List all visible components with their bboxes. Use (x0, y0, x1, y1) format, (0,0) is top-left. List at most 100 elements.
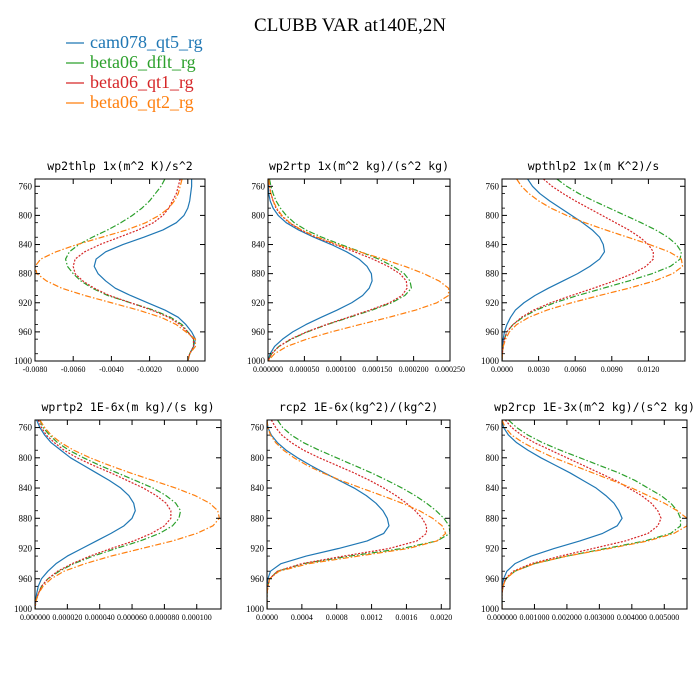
panel-1: wp2rtp 1x(m^2 kg)/(s^2 kg)760 800 840 880 92… (247, 159, 465, 374)
panels: wp2thlp 1x(m^2 K)/s^2 760 800 840 880 920 960 1… (14, 159, 695, 622)
xtick-label-5-3: 0.003000 (584, 613, 614, 622)
xtick-label-0-1: -0.0060 (61, 365, 86, 374)
legend-label-2: beta06_qt1_rg (90, 72, 194, 92)
ytick-label-1-2: 840 (252, 240, 266, 250)
xtick-label-4-1: 0.0004 (291, 613, 313, 622)
xtick-label-0-3: -0.0020 (137, 365, 162, 374)
ytick-label-3-4: 920 (19, 544, 33, 554)
ytick-label-5-2: 840 (486, 483, 500, 493)
xtick-label-1-0: 0.000000 (253, 365, 283, 374)
series-line-0-0 (93, 179, 197, 361)
ytick-label-5-5: 960 (486, 574, 500, 584)
series-group-1 (268, 179, 450, 361)
ytick-label-4-4: 920 (251, 544, 265, 554)
series-line-4-3 (267, 420, 447, 609)
xtick-label-4-4: 0.0016 (395, 613, 417, 622)
figure-title: CLUBB VAR at140E,2N (254, 15, 446, 36)
panel-title-4: rcp2 1E-6x(kg^2)/(kg^2) (279, 400, 438, 414)
ytick-label-1-5: 960 (252, 327, 266, 337)
series-line-4-0 (267, 420, 390, 609)
panel-title-0: wp2thlp 1x(m^2 K)/s^2 (47, 159, 192, 173)
panel-2: wpthlp2 1x(m K^2)/s 760 800 840 880 920 960 100… (481, 159, 686, 374)
series-line-4-2 (267, 420, 428, 609)
xtick-label-4-3: 0.0012 (361, 613, 383, 622)
panel-3: wprtp2 1E-6x(m kg)/(s kg) 760 800 840 880 920… (14, 400, 222, 622)
ytick-label-0-2: 840 (19, 240, 33, 250)
series-line-3-0 (35, 420, 136, 609)
ytick-label-1-0: 760 (252, 181, 266, 191)
series-line-2-3 (502, 179, 684, 361)
panel-frame-3 (34, 419, 222, 610)
ytick-label-0-4: 920 (19, 298, 33, 308)
series-line-1-1 (268, 179, 413, 361)
ytick-label-2-2: 840 (486, 240, 500, 250)
ytick-label-4-1: 800 (251, 453, 265, 463)
series-line-2-2 (502, 179, 654, 361)
ytick-label-4-3: 880 (251, 513, 265, 523)
ytick-label-3-3: 880 (19, 513, 33, 523)
ytick-label-3-1: 800 (19, 453, 33, 463)
xtick-label-2-0: 0.0000 (491, 365, 513, 374)
ytick-label-4-0: 760 (251, 423, 265, 433)
legend-label-3: beta06_qt2_rg (90, 92, 194, 112)
series-line-5-3 (502, 420, 687, 609)
panel-frame-4 (266, 419, 451, 610)
ytick-label-0-3: 880 (19, 269, 33, 279)
series-line-1-3 (268, 179, 450, 361)
xtick-label-3-5: 0.000100 (182, 613, 212, 622)
series-group-2 (502, 179, 684, 361)
ytick-label-1-4: 920 (252, 298, 266, 308)
xtick-label-3-1: 0.000020 (52, 613, 82, 622)
series-line-2-1 (502, 179, 682, 361)
xtick-label-4-0: 0.0000 (256, 613, 278, 622)
ytick-label-2-0: 760 (486, 181, 500, 191)
panel-0: wp2thlp 1x(m^2 K)/s^2 760 800 840 880 920 960 1… (14, 159, 206, 374)
xtick-label-2-4: 0.0120 (637, 365, 659, 374)
xtick-label-1-2: 0.000100 (326, 365, 356, 374)
ytick-label-4-6: 1000 (246, 604, 265, 614)
ytick-label-2-1: 800 (486, 210, 500, 220)
xtick-label-1-1: 0.000050 (289, 365, 319, 374)
panel-title-2: wpthlp2 1x(m K^2)/s (528, 159, 660, 173)
panel-title-5: wp2rcp 1E-3x(m^2 kg)/(s^2 kg) (494, 400, 695, 414)
ytick-label-1-6: 1000 (247, 356, 266, 366)
ytick-label-3-2: 840 (19, 483, 33, 493)
ytick-label-3-6: 1000 (14, 604, 33, 614)
ytick-label-2-4: 920 (486, 298, 500, 308)
panel-frame-1 (267, 178, 451, 362)
ytick-label-2-5: 960 (486, 327, 500, 337)
ytick-label-0-6: 1000 (14, 356, 33, 366)
series-line-0-1 (64, 179, 195, 361)
xtick-label-3-3: 0.000060 (117, 613, 147, 622)
series-line-4-1 (267, 420, 450, 609)
series-line-3-3 (35, 420, 220, 609)
ytick-label-1-3: 880 (252, 269, 266, 279)
ytick-label-2-6: 1000 (481, 356, 500, 366)
ytick-label-2-3: 880 (486, 269, 500, 279)
legend-label-1: beta06_dflt_rg (90, 52, 196, 72)
xtick-label-3-0: 0.000000 (20, 613, 50, 622)
panel-frame-2 (501, 178, 686, 362)
series-group-3 (35, 420, 220, 609)
ytick-label-5-6: 1000 (481, 604, 500, 614)
ytick-label-1-1: 800 (252, 210, 266, 220)
panel-frame-0 (34, 178, 206, 362)
xtick-label-2-3: 0.0090 (601, 365, 623, 374)
xtick-label-5-2: 0.002000 (552, 613, 582, 622)
panel-title-3: wprtp2 1E-6x(m kg)/(s kg) (41, 400, 214, 414)
xtick-label-4-5: 0.0020 (430, 613, 452, 622)
series-line-0-3 (35, 179, 197, 361)
series-group-0 (35, 179, 197, 361)
series-line-0-2 (72, 179, 195, 361)
series-line-5-2 (502, 420, 662, 609)
series-line-1-0 (268, 179, 373, 361)
xtick-label-3-4: 0.000080 (149, 613, 179, 622)
xtick-label-1-3: 0.000150 (362, 365, 392, 374)
xtick-label-1-4: 0.000200 (399, 365, 429, 374)
xtick-label-2-2: 0.0060 (564, 365, 586, 374)
xtick-label-5-5: 0.005000 (649, 613, 679, 622)
series-line-5-1 (502, 420, 682, 609)
ytick-label-5-3: 880 (486, 513, 500, 523)
series-line-2-0 (502, 179, 606, 361)
